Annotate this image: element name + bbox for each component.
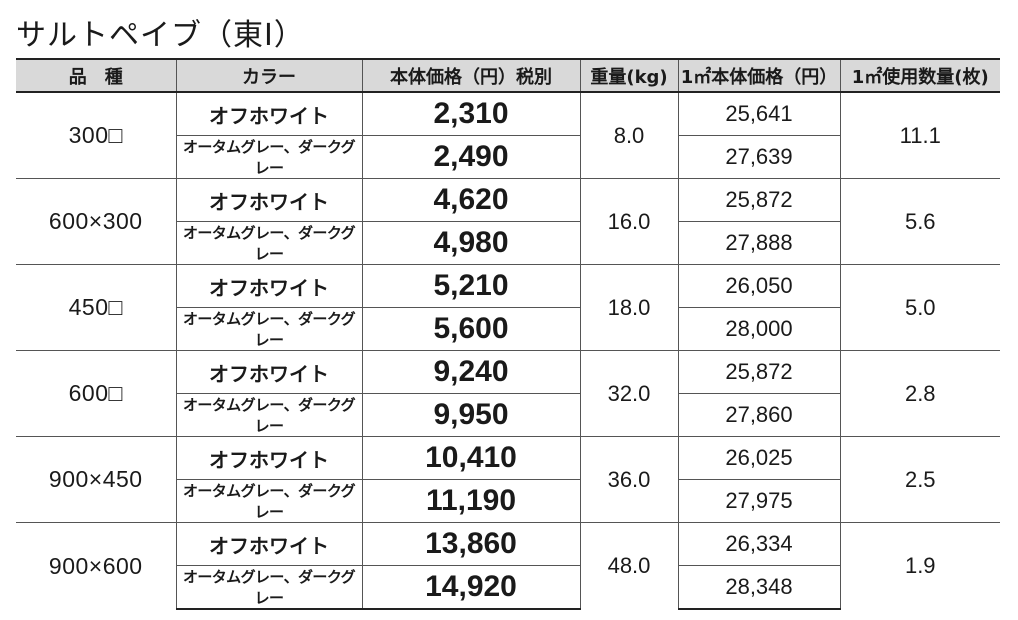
product-cell: 300□ <box>16 91 177 179</box>
header-product: 品 種 <box>16 58 177 93</box>
header-price: 本体価格（円）税別 <box>361 58 581 93</box>
color-cell: オフホワイト <box>175 522 363 566</box>
weight-cell: 18.0 <box>579 264 679 351</box>
table-row: オータムグレー、ダークグレー 9,950 27,860 <box>16 393 1000 437</box>
price-cell: 4,980 <box>361 221 581 265</box>
header-unit-price: 1㎡本体価格（円） <box>677 58 841 93</box>
header-weight: 重量(kg) <box>579 58 679 93</box>
table-row: 900×450 オフホワイト 10,410 36.0 26,025 2.5 <box>16 436 1000 523</box>
price-table: 品 種 カラー 本体価格（円）税別 重量(kg) 1㎡本体価格（円） 1㎡使用数… <box>16 58 1000 610</box>
header-qty: 1㎡使用数量(枚) <box>839 58 1000 93</box>
weight-cell: 32.0 <box>579 350 679 437</box>
price-cell: 5,210 <box>361 264 581 308</box>
price-cell: 2,490 <box>361 135 581 179</box>
table-body: 300□ オフホワイト 2,310 8.0 25,641 11.1 オータムグレー、ダークグ… <box>16 91 1000 610</box>
weight-cell: 8.0 <box>579 91 679 179</box>
color-cell: オータムグレー、ダークグレー <box>176 479 363 523</box>
qty-cell: 11.1 <box>839 91 1000 179</box>
weight-cell: 48.0 <box>579 522 679 609</box>
unit-price-cell: 27,860 <box>677 393 840 437</box>
unit-price-cell: 27,639 <box>677 135 840 179</box>
qty-cell: 2.5 <box>839 436 1000 523</box>
price-cell: 14,920 <box>361 565 581 610</box>
unit-price-cell: 27,888 <box>677 221 840 265</box>
weight-cell: 16.0 <box>579 178 679 265</box>
product-cell: 600□ <box>16 350 177 437</box>
color-cell: オフホワイト <box>175 91 363 136</box>
unit-price-cell: 25,872 <box>677 350 841 394</box>
table-row: 300□ オフホワイト 2,310 8.0 25,641 11.1 <box>16 91 1000 179</box>
price-cell: 13,860 <box>361 522 581 566</box>
product-cell: 600×300 <box>16 178 177 265</box>
qty-cell: 2.8 <box>839 350 1000 437</box>
color-cell: オータムグレー、ダークグレー <box>176 565 363 610</box>
color-cell: オータムグレー、ダークグレー <box>176 221 363 265</box>
unit-price-cell: 26,334 <box>677 522 841 566</box>
price-cell: 11,190 <box>361 479 581 523</box>
table-row: オータムグレー、ダークグレー 11,190 27,975 <box>16 479 1000 523</box>
qty-cell: 1.9 <box>839 522 1000 609</box>
color-cell: オータムグレー、ダークグレー <box>176 393 363 437</box>
color-cell: オフホワイト <box>175 436 363 480</box>
header-row: 品 種 カラー 本体価格（円）税別 重量(kg) 1㎡本体価格（円） 1㎡使用数… <box>16 58 1000 93</box>
page-title: サルトペイブ（東Ⅰ） <box>16 18 305 53</box>
color-cell: オフホワイト <box>175 178 363 222</box>
table-row: 900×600 オフホワイト 13,860 48.0 26,334 1.9 <box>16 522 1000 609</box>
qty-cell: 5.6 <box>839 178 1000 265</box>
table-row: オータムグレー、ダークグレー 2,490 27,639 <box>16 135 1000 179</box>
table-row: オータムグレー、ダークグレー 4,980 27,888 <box>16 221 1000 265</box>
table-row: 450□ オフホワイト 5,210 18.0 26,050 5.0 <box>16 264 1000 351</box>
unit-price-cell: 26,050 <box>677 264 841 308</box>
unit-price-cell: 28,348 <box>677 565 840 610</box>
unit-price-cell: 27,975 <box>677 479 840 523</box>
unit-price-cell: 28,000 <box>677 307 840 351</box>
price-cell: 9,240 <box>361 350 581 394</box>
table-row: オータムグレー、ダークグレー 14,920 28,348 <box>16 565 1000 610</box>
table-row: 600□ オフホワイト 9,240 32.0 25,872 2.8 <box>16 350 1000 437</box>
price-cell: 9,950 <box>361 393 581 437</box>
color-cell: オータムグレー、ダークグレー <box>176 135 363 179</box>
price-cell: 5,600 <box>361 307 581 351</box>
price-cell: 10,410 <box>361 436 581 480</box>
header-color: カラー <box>175 58 363 93</box>
table-row: 600×300 オフホワイト 4,620 16.0 25,872 5.6 <box>16 178 1000 265</box>
unit-price-cell: 25,641 <box>677 91 841 136</box>
weight-cell: 36.0 <box>579 436 679 523</box>
color-cell: オフホワイト <box>175 264 363 308</box>
color-cell: オフホワイト <box>175 350 363 394</box>
color-cell: オータムグレー、ダークグレー <box>176 307 363 351</box>
price-cell: 2,310 <box>361 91 581 136</box>
unit-price-cell: 25,872 <box>677 178 841 222</box>
table-row: オータムグレー、ダークグレー 5,600 28,000 <box>16 307 1000 351</box>
unit-price-cell: 26,025 <box>677 436 841 480</box>
price-cell: 4,620 <box>361 178 581 222</box>
qty-cell: 5.0 <box>839 264 1000 351</box>
product-cell: 900×450 <box>16 436 177 523</box>
product-cell: 900×600 <box>16 522 177 609</box>
product-cell: 450□ <box>16 264 177 351</box>
